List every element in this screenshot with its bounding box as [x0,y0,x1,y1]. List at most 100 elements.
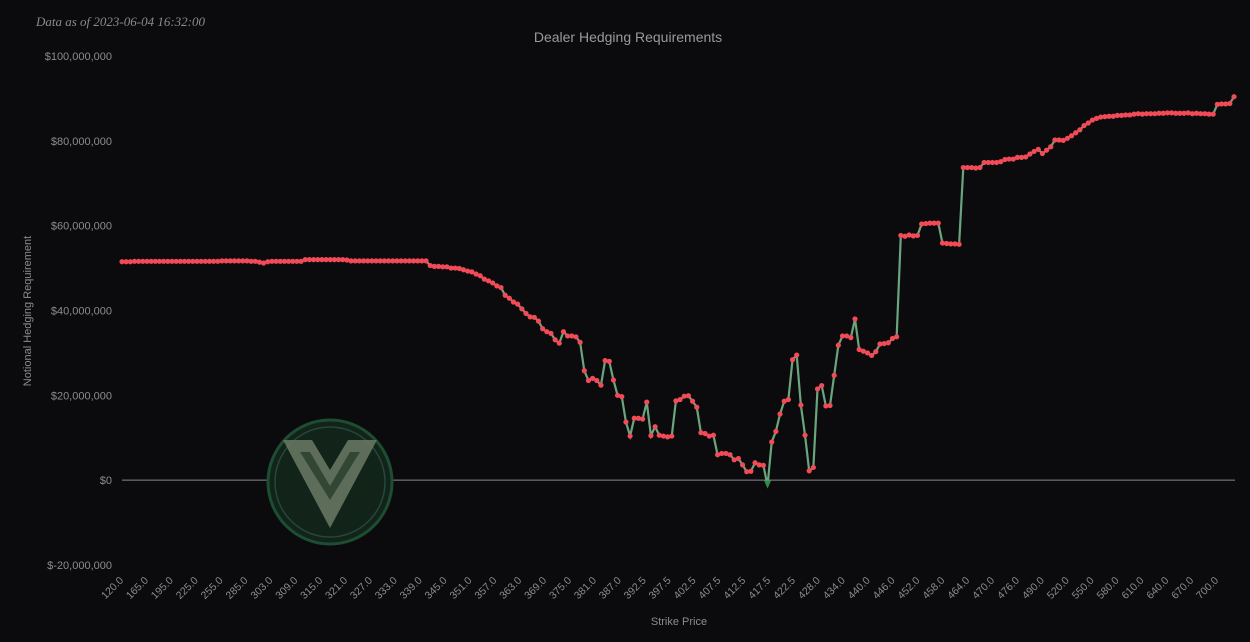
data-point [202,258,208,264]
data-point [673,398,679,404]
data-point [423,258,429,264]
data-point [477,273,483,279]
data-point [186,258,192,264]
x-tick-label: 440.0 [846,575,873,602]
data-point [569,333,575,339]
data-point [989,159,996,166]
data-point [590,375,596,381]
x-tick-label: 333.0 [373,575,400,602]
data-point [344,257,350,263]
data-point [319,257,325,263]
data-point [365,258,371,264]
data-point [1123,112,1129,118]
data-point [735,455,741,462]
data-point [294,258,300,264]
x-tick-label: 550.0 [1070,575,1097,602]
data-point [298,258,304,264]
data-point [415,258,421,264]
x-tick-label: 321.0 [323,575,350,602]
data-point [785,396,791,403]
x-tick-label: 225.0 [174,575,201,602]
data-point [473,271,479,277]
data-point [335,257,342,263]
data-point [806,468,812,474]
data-point [719,450,725,457]
data-point [681,393,687,399]
data-point [898,232,904,239]
data-point [406,258,412,264]
data-point [602,357,608,364]
data-point [852,316,858,322]
data-point [927,220,933,226]
x-tick-label: 458.0 [920,575,947,602]
data-point [794,352,800,358]
data-point [190,258,196,264]
data-point [919,221,925,227]
data-point [1173,110,1179,116]
data-point [660,433,667,439]
data-point [219,258,225,264]
data-point [998,159,1004,165]
x-axis-ticks: 120.0165.0195.0225.0255.0285.0303.0309.0… [99,575,1221,602]
data-point [373,258,379,264]
y-tick-label: $20,000,000 [51,390,112,402]
x-tick-label: 428.0 [796,575,823,602]
data-point [1068,133,1075,139]
data-point [281,258,288,264]
data-point [1002,156,1008,163]
data-point [606,358,612,364]
data-point [1223,101,1229,107]
data-point [269,258,275,264]
data-point [527,314,533,320]
data-point [506,295,512,301]
data-point [1052,137,1058,143]
data-point [877,341,883,347]
data-point [885,340,891,346]
data-point [1164,110,1170,116]
x-tick-label: 392.5 [622,575,649,602]
data-point [556,340,562,346]
data-point [798,402,804,408]
data-point [1152,111,1158,117]
data-point [635,415,642,421]
data-point [152,258,158,264]
data-point [756,462,762,468]
data-point [123,259,129,265]
data-point [981,159,987,166]
data-point [1210,111,1216,117]
data-timestamp: Data as of 2023-06-04 16:32:00 [36,14,205,29]
data-point [1160,110,1166,116]
data-point [1131,111,1137,117]
data-point [402,258,408,264]
data-point [714,452,721,458]
data-point [1106,113,1112,119]
data-point [685,393,692,399]
x-tick-label: 369.0 [522,575,549,602]
x-tick-label: 470.0 [970,575,997,602]
data-point [1218,101,1225,107]
x-tick-label: 434.0 [821,575,848,602]
data-point [702,430,708,437]
data-point [1056,137,1062,143]
chart-title: Dealer Hedging Requirements [534,29,722,45]
data-point [427,262,433,269]
x-tick-label: 165.0 [124,575,151,602]
data-point [131,258,138,264]
data-point [211,258,217,264]
data-point [1181,110,1187,116]
data-point [577,339,583,345]
data-point [1227,100,1233,107]
data-point [315,257,321,263]
data-point [1206,111,1212,117]
data-point [640,416,646,422]
data-point [340,257,346,263]
x-tick-label: 309.0 [273,575,300,602]
data-point [1156,110,1162,116]
data-point [594,377,600,384]
data-point [1202,111,1208,117]
data-point [285,258,292,264]
data-point [1093,115,1100,121]
data-point [1064,135,1071,141]
data-point [227,258,233,264]
x-tick-label: 452.0 [895,575,922,602]
